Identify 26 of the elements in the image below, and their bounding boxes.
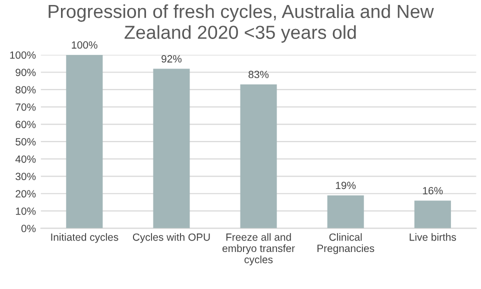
bar — [153, 68, 190, 228]
data-label: 16% — [423, 186, 443, 194]
bar — [66, 54, 103, 228]
y-tick-label: 30% — [16, 172, 36, 180]
data-label: 83% — [248, 70, 269, 78]
y-tick-label: 90% — [16, 68, 36, 76]
bar — [240, 84, 277, 228]
y-tick-label: 60% — [16, 120, 36, 128]
y-tick-label: 10% — [16, 207, 36, 215]
data-label: 19% — [336, 182, 356, 190]
y-tick-label: 20% — [16, 190, 36, 198]
data-label: 92% — [162, 55, 182, 63]
bar — [327, 195, 364, 228]
y-tick-label: 100% — [10, 51, 36, 59]
y-tick-label: 0% — [21, 224, 36, 232]
x-tick-label: Live births — [410, 233, 456, 241]
x-tick-label: Clinical Pregnancies — [318, 233, 374, 254]
y-tick-label: 50% — [16, 138, 36, 146]
y-tick-label: 40% — [15, 155, 36, 163]
x-tick-label: Initiated cycles — [51, 233, 118, 243]
x-tick-label: Cycles with OPU — [132, 233, 210, 243]
x-tick-label: Freeze all and embryo transfer cycles — [222, 233, 295, 266]
bar — [414, 200, 451, 228]
y-tick-label: 80% — [16, 86, 36, 94]
y-tick-label: 70% — [16, 103, 36, 111]
data-label: 100% — [72, 41, 98, 49]
